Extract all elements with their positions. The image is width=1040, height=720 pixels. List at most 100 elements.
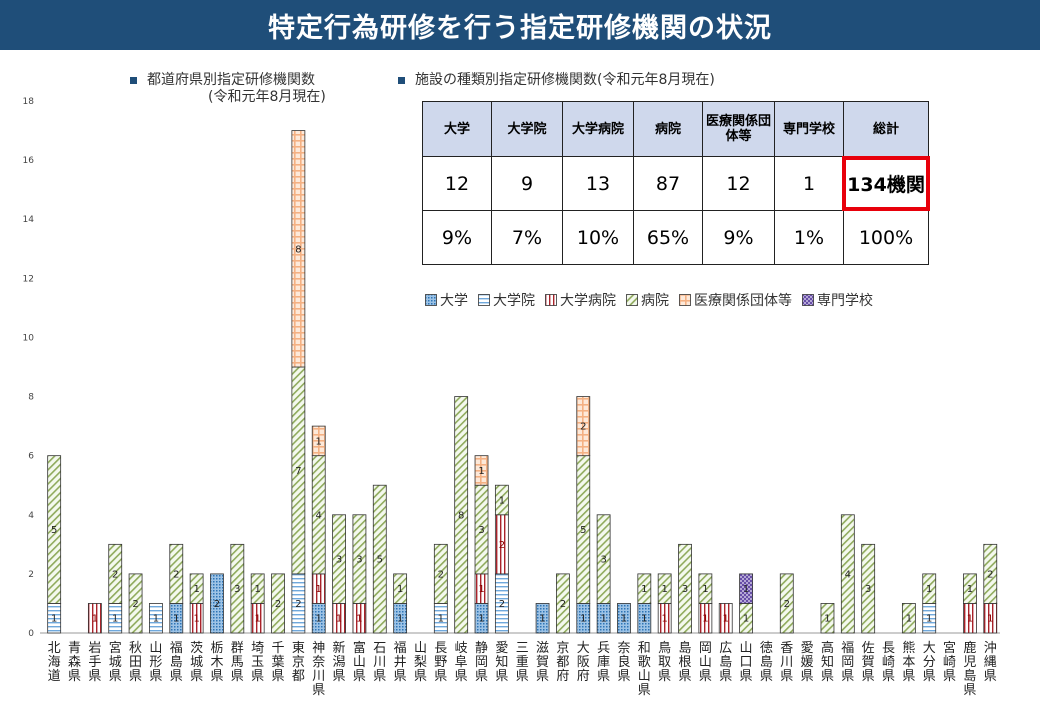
- bar-segment-hospital: [922, 573, 937, 604]
- data-label: 1: [254, 584, 260, 595]
- bar-segment-hospital: [779, 573, 794, 634]
- data-label: 1: [743, 584, 749, 595]
- x-tick-label: 島根県: [678, 641, 692, 684]
- left-section-title-text: 都道府県別指定研修機関数: [147, 72, 315, 88]
- data-label: 3: [865, 584, 871, 595]
- x-tick-label: 山口県: [739, 641, 753, 684]
- legend-swatch: [679, 294, 691, 306]
- x-tick-label: 長崎県: [882, 641, 896, 684]
- x-tick-label: 香川県: [780, 641, 794, 684]
- x-tick-label: 秋田県: [129, 641, 143, 684]
- x-tick-label: 高知県: [820, 641, 834, 684]
- x-tick-label: 鹿児島県: [963, 641, 977, 698]
- data-label: 1: [92, 614, 98, 625]
- bar-segment-hospital: [983, 543, 998, 604]
- col-header-medical-association: 医療関係団体等: [702, 101, 775, 157]
- data-label: 4: [316, 510, 322, 521]
- percent-vocational-school: 1%: [774, 210, 844, 265]
- y-tick-label: 10: [23, 333, 35, 343]
- data-label: 1: [580, 614, 586, 625]
- data-label: 1: [438, 614, 444, 625]
- bar-segment-hospital: [128, 573, 143, 634]
- data-label: 3: [600, 555, 606, 566]
- col-header-vocational-school: 専門学校: [774, 101, 844, 157]
- data-label: 3: [356, 555, 362, 566]
- x-tick-label: 長野県: [434, 641, 448, 684]
- data-label: 2: [275, 599, 281, 610]
- bar-segment-medical-association: [474, 455, 489, 486]
- y-tick-label: 4: [28, 511, 34, 521]
- bar-segment-medical-association: [576, 396, 591, 457]
- x-tick-label: 愛知県: [495, 641, 509, 684]
- bar-segment-hospital: [657, 573, 672, 604]
- bar-segment-hospital: [820, 603, 835, 634]
- bar-segment-hospital: [230, 543, 245, 634]
- x-tick-label: 鳥取県: [658, 641, 672, 684]
- legend-label: 大学院: [493, 293, 535, 309]
- bar-segment-hospital: [169, 543, 184, 604]
- x-tick-label: 滋賀県: [536, 641, 550, 684]
- data-label: 2: [132, 599, 138, 610]
- legend-swatch: [545, 294, 557, 306]
- x-tick-label: 愛媛県: [800, 641, 814, 684]
- data-label: 1: [478, 614, 484, 625]
- data-label: 1: [356, 614, 362, 625]
- legend-item-graduate-school: 大学院: [478, 290, 535, 310]
- count-graduate-school: 9: [491, 156, 563, 211]
- data-label: 1: [661, 584, 667, 595]
- legend-label: 大学: [440, 293, 468, 309]
- x-tick-label: 宮崎県: [943, 641, 957, 684]
- x-tick-label: 兵庫県: [597, 641, 611, 684]
- legend-item-vocational-school: 専門学校: [802, 290, 873, 310]
- y-tick-label: 14: [23, 215, 35, 225]
- x-tick-label: 静岡県: [475, 641, 489, 684]
- bar-segment-hospital: [556, 573, 570, 634]
- data-label: 3: [682, 584, 688, 595]
- count-university: 12: [422, 156, 492, 211]
- percent-hospital: 65%: [633, 210, 703, 265]
- legend-item-medical-association: 医療関係団体等: [679, 290, 792, 310]
- count-total: 134機関: [842, 156, 930, 211]
- data-label: 1: [112, 614, 118, 625]
- right-section-title-text: 施設の種類別指定研修機関数(令和元年8月現在): [415, 72, 715, 88]
- col-header-total: 総計: [843, 101, 929, 157]
- count-vocational-school: 1: [774, 156, 844, 211]
- data-label: 1: [499, 496, 505, 507]
- x-tick-label: 岡山県: [698, 641, 712, 684]
- x-tick-label: 栃木県: [210, 641, 224, 684]
- bar-segment-hospital: [271, 573, 285, 634]
- data-label: 8: [458, 510, 464, 521]
- data-label: 2: [580, 422, 586, 433]
- percent-university: 9%: [422, 210, 492, 265]
- bullet-square-icon: [398, 76, 405, 84]
- data-label: 3: [234, 584, 240, 595]
- bar-segment-hospital: [637, 573, 652, 604]
- count-hospital: 87: [633, 156, 703, 211]
- data-label: 1: [193, 584, 199, 595]
- x-tick-label: 岩手県: [88, 641, 102, 684]
- bar-segment-hospital: [352, 514, 367, 604]
- right-section-title: 施設の種類別指定研修機関数(令和元年8月現在): [398, 69, 715, 89]
- data-label: 5: [51, 525, 57, 536]
- data-label: 1: [539, 614, 545, 625]
- x-tick-label: 徳島県: [759, 641, 773, 684]
- data-label: 1: [316, 614, 322, 625]
- x-tick-label: 山形県: [149, 641, 163, 684]
- data-label: 2: [560, 599, 566, 610]
- x-tick-label: 岐阜県: [454, 641, 468, 684]
- x-tick-label: 青森県: [68, 641, 82, 684]
- x-tick-label: 茨城県: [190, 641, 204, 684]
- bar-segment-hospital: [494, 484, 509, 516]
- bar-segment-hospital: [108, 543, 123, 604]
- data-label: 1: [254, 614, 260, 625]
- data-label: 2: [987, 569, 993, 580]
- bar-segment-university-hospital: [87, 603, 102, 634]
- facility-type-table: 大学 大学院 大学病院 病院 医療関係団体等 専門学校 総計 12 9 13 8…: [422, 101, 930, 265]
- col-header-university: 大学: [422, 101, 492, 157]
- count-total-value: 134機関: [847, 174, 925, 196]
- data-label: 1: [193, 614, 199, 625]
- bar-segment-medical-association: [291, 130, 306, 368]
- bar-segment-graduate-school: [149, 603, 163, 634]
- data-label: 1: [153, 614, 159, 625]
